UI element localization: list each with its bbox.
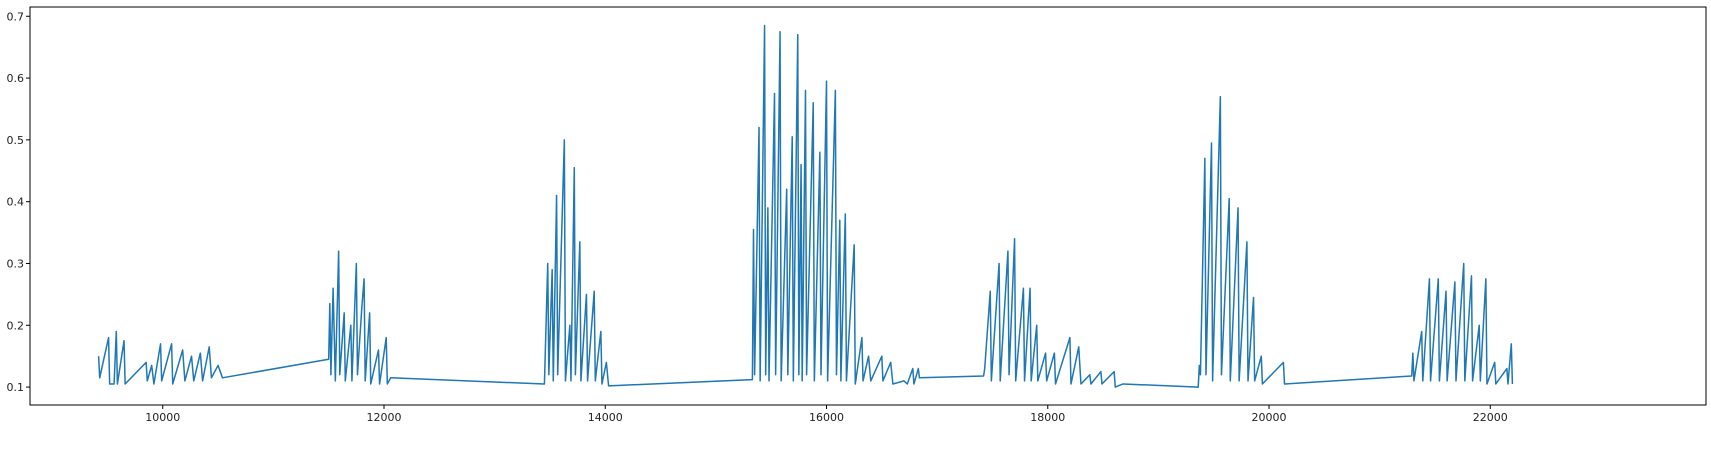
y-tick-label: 0.7 (7, 10, 25, 23)
plot-frame (29, 6, 1707, 406)
y-tick-label: 0.4 (7, 196, 25, 209)
x-tick-label: 16000 (809, 411, 844, 424)
x-tick-label: 18000 (1030, 411, 1065, 424)
y-tick-label: 0.1 (7, 381, 25, 394)
y-tick-label: 0.3 (7, 257, 25, 270)
x-tick-label: 22000 (1473, 411, 1508, 424)
x-tick-label: 12000 (367, 411, 402, 424)
x-tick-label: 10000 (145, 411, 180, 424)
x-tick-label: 14000 (588, 411, 623, 424)
y-tick-label: 0.6 (7, 72, 25, 85)
y-tick-label: 0.5 (7, 134, 25, 147)
data-line (97, 24, 1514, 388)
x-tick-label: 20000 (1252, 411, 1287, 424)
y-tick-label: 0.2 (7, 319, 25, 332)
